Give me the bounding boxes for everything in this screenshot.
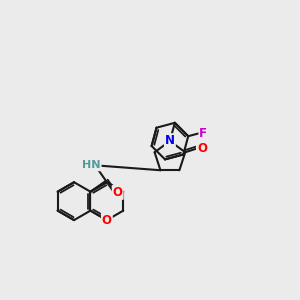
Text: HN: HN [82, 160, 101, 170]
Text: F: F [200, 127, 207, 140]
Text: O: O [102, 214, 112, 226]
Text: N: N [165, 134, 175, 147]
Text: O: O [197, 142, 207, 154]
Text: O: O [113, 186, 123, 199]
